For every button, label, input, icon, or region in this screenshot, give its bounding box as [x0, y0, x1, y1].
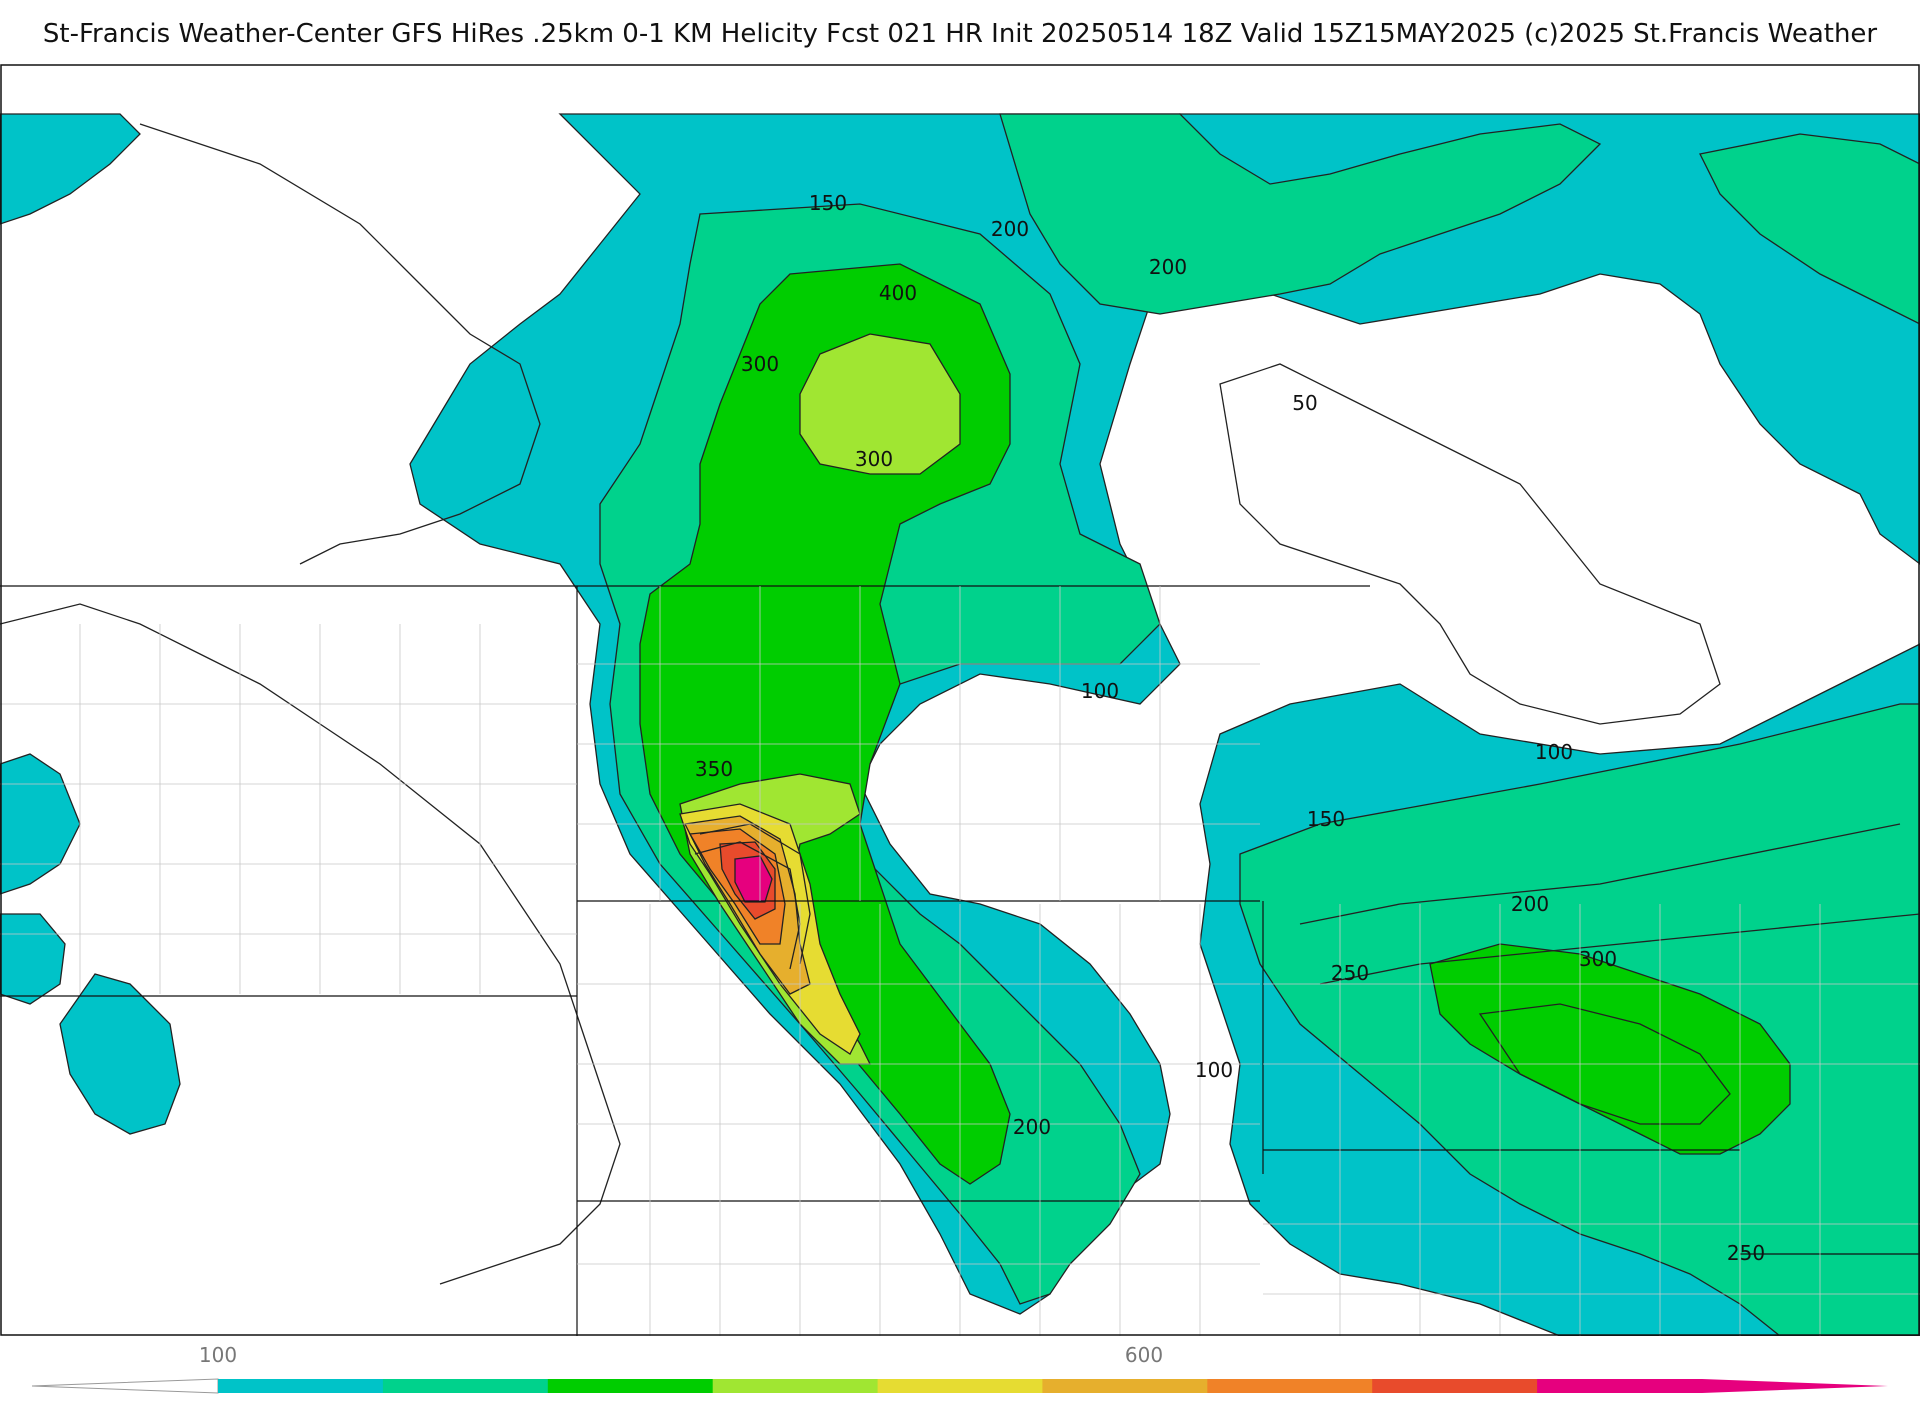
colorbar-segment: [1372, 1379, 1538, 1393]
contour-center-core-b: [694, 841, 801, 970]
contour-label: 250: [1727, 1241, 1765, 1265]
colorbar-segment: [1042, 1379, 1208, 1393]
contour-label: 50: [1292, 391, 1317, 415]
contour-west-100: [0, 603, 621, 1285]
county-grid-east: [1263, 904, 1920, 1336]
contour-label: 100: [1081, 679, 1119, 703]
colorbar-tick-label: 600: [1125, 1343, 1163, 1367]
colorbar-segments: [218, 1379, 1703, 1393]
colorbar-segment: [877, 1379, 1043, 1393]
contour-50-region: [1219, 363, 1721, 725]
colorbar-tick-label: 100: [199, 1343, 237, 1367]
contour-label: 400: [879, 281, 917, 305]
county-grid-north: [577, 586, 1260, 901]
colorbar-segment: [1537, 1379, 1703, 1393]
band-100-150-west-blob-c: [59, 973, 181, 1135]
band-150-200-far-ne: [1699, 133, 1920, 325]
contour-label: 250: [1331, 961, 1369, 985]
contour-label: 100: [1535, 740, 1573, 764]
colorbar-segment: [382, 1379, 549, 1393]
state-boundaries: [0, 585, 1920, 1336]
contour-label: 300: [855, 447, 893, 471]
county-grid-mid: [577, 904, 1260, 1336]
band-100-150-west-blob-b: [0, 913, 66, 1005]
colorbar-left-arrow: [31, 1378, 219, 1394]
map-frame: [0, 64, 1920, 1336]
contour-label: 150: [809, 191, 847, 215]
colorbar-right-arrow: [1702, 1379, 1888, 1393]
helicity-fill-layer: [0, 113, 1920, 1337]
contour-label: 300: [741, 352, 779, 376]
contour-east-band: [1299, 823, 1901, 925]
contour-label: 200: [1013, 1115, 1051, 1139]
map-title: St-Francis Weather-Center GFS HiRes .25k…: [42, 19, 1878, 49]
contour-label: 200: [991, 217, 1029, 241]
band-150-200-northeast: [999, 113, 1602, 315]
colorbar-segment: [218, 1379, 384, 1393]
band-100-150-west-blob-a: [0, 753, 81, 895]
county-lines: [0, 586, 1920, 1336]
contour-center-core-a: [699, 823, 811, 965]
band-300-400-north: [799, 333, 961, 475]
contour-label: 300: [1579, 947, 1617, 971]
band-100-150-west-coast: [0, 113, 141, 225]
contour-label-layer: 150 200 200 400 300 300 50 100 350 100 1…: [695, 191, 1765, 1265]
helicity-map: 150 200 200 400 300 300 50 100 350 100 1…: [0, 64, 1920, 1337]
colorbar-segment: [547, 1379, 714, 1393]
contour-label: 150: [1307, 807, 1345, 831]
contour-label: 200: [1511, 892, 1549, 916]
band-200-300-main: [639, 263, 1011, 1185]
contour-label: 350: [695, 757, 733, 781]
contour-east-inner: [1478, 1003, 1731, 1125]
colorbar-svg: 100 600: [31, 1343, 1888, 1394]
contour-label: 200: [1149, 255, 1187, 279]
map-panel: 150 200 200 400 300 300 50 100 350 100 1…: [0, 64, 1920, 1337]
colorbar-segment: [712, 1379, 879, 1393]
colorbar-segment: [1207, 1379, 1373, 1393]
colorbar: 100 600: [0, 1336, 1920, 1400]
contour-nw-loop: [139, 123, 541, 565]
contour-label: 100: [1195, 1058, 1233, 1082]
county-grid-west: [0, 624, 577, 994]
